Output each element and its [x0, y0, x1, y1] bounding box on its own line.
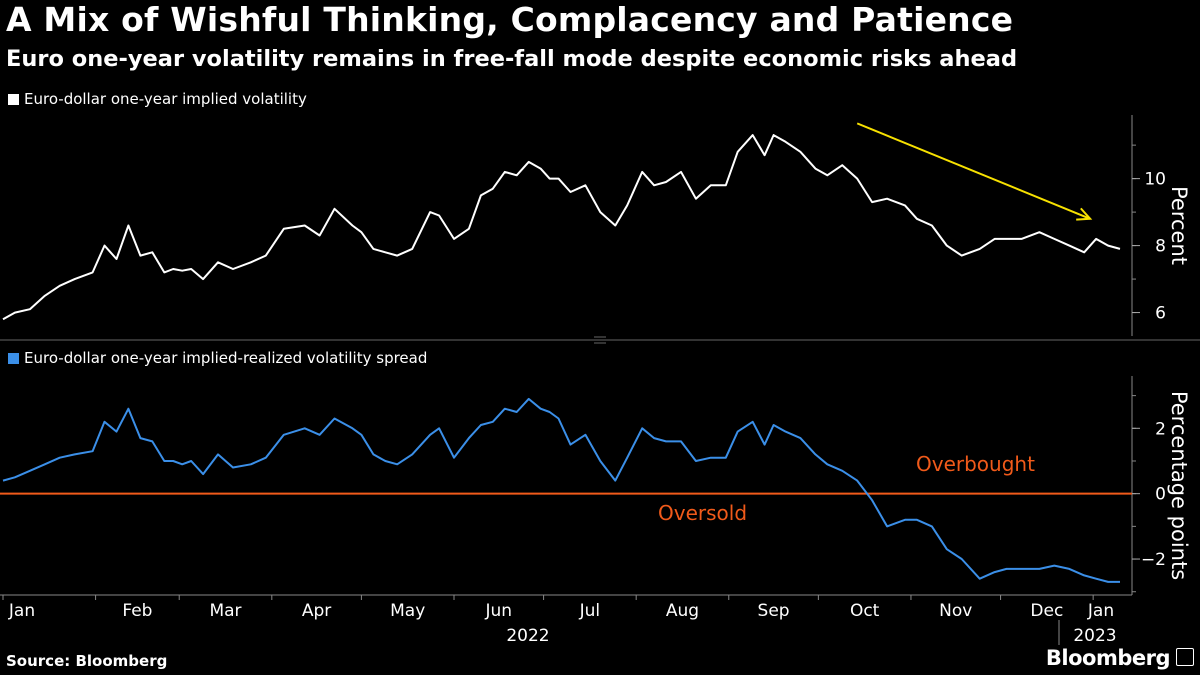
- legend-series-2: Euro-dollar one-year implied-realized vo…: [8, 349, 427, 367]
- overbought-label: Overbought: [916, 452, 1035, 476]
- chart-subtitle: Euro one-year volatility remains in free…: [6, 46, 1018, 72]
- y-axis-label-1: Percent: [1167, 186, 1191, 265]
- x-tick-label: Jul: [579, 601, 601, 621]
- y-tick-label: 8: [1155, 237, 1166, 257]
- legend-swatch-1: [8, 93, 19, 105]
- chart-title: A Mix of Wishful Thinking, Complacency a…: [6, 0, 1014, 39]
- x-tick-label: Mar: [209, 601, 241, 621]
- x-tick-label: Jan: [1087, 601, 1114, 621]
- oversold-label: Oversold: [658, 501, 747, 525]
- y-tick-label: −2: [1141, 550, 1166, 570]
- legend-swatch-2: [8, 352, 19, 364]
- brand-logo-text: Bloomberg: [1045, 646, 1171, 670]
- expand-icon[interactable]: [1176, 648, 1194, 666]
- y-tick-label: 6: [1155, 304, 1166, 324]
- trend-arrow-line: [856, 122, 1091, 220]
- trend-arrow-head: [1076, 207, 1093, 221]
- y-tick-label: 2: [1155, 419, 1166, 439]
- legend-series-1: Euro-dollar one-year implied volatility: [8, 90, 307, 108]
- x-tick-label: Oct: [850, 601, 880, 621]
- series-line-2: [2, 397, 1120, 583]
- y-tick-label: 10: [1144, 170, 1166, 190]
- legend-label-1: Euro-dollar one-year implied volatility: [24, 90, 307, 108]
- x-year-label: 2023: [1073, 626, 1116, 646]
- x-tick-label: Sep: [758, 601, 790, 621]
- y-axis-label-2: Percentage points: [1167, 391, 1191, 580]
- source-note: Source: Bloomberg: [6, 652, 168, 670]
- x-tick-label: Jan: [8, 601, 35, 621]
- series-line-1: [2, 134, 1121, 321]
- y-tick-label: 0: [1155, 485, 1166, 505]
- x-tick-label: Aug: [666, 601, 699, 621]
- x-tick-label: Dec: [1030, 601, 1063, 621]
- x-tick-label: Jun: [485, 601, 513, 621]
- x-tick-label: May: [390, 601, 425, 621]
- x-tick-label: Apr: [302, 601, 331, 621]
- legend-label-2: Euro-dollar one-year implied-realized vo…: [24, 349, 428, 367]
- x-tick-label: Feb: [122, 601, 152, 621]
- x-year-label: 2022: [506, 626, 549, 646]
- x-tick-label: Nov: [939, 601, 972, 621]
